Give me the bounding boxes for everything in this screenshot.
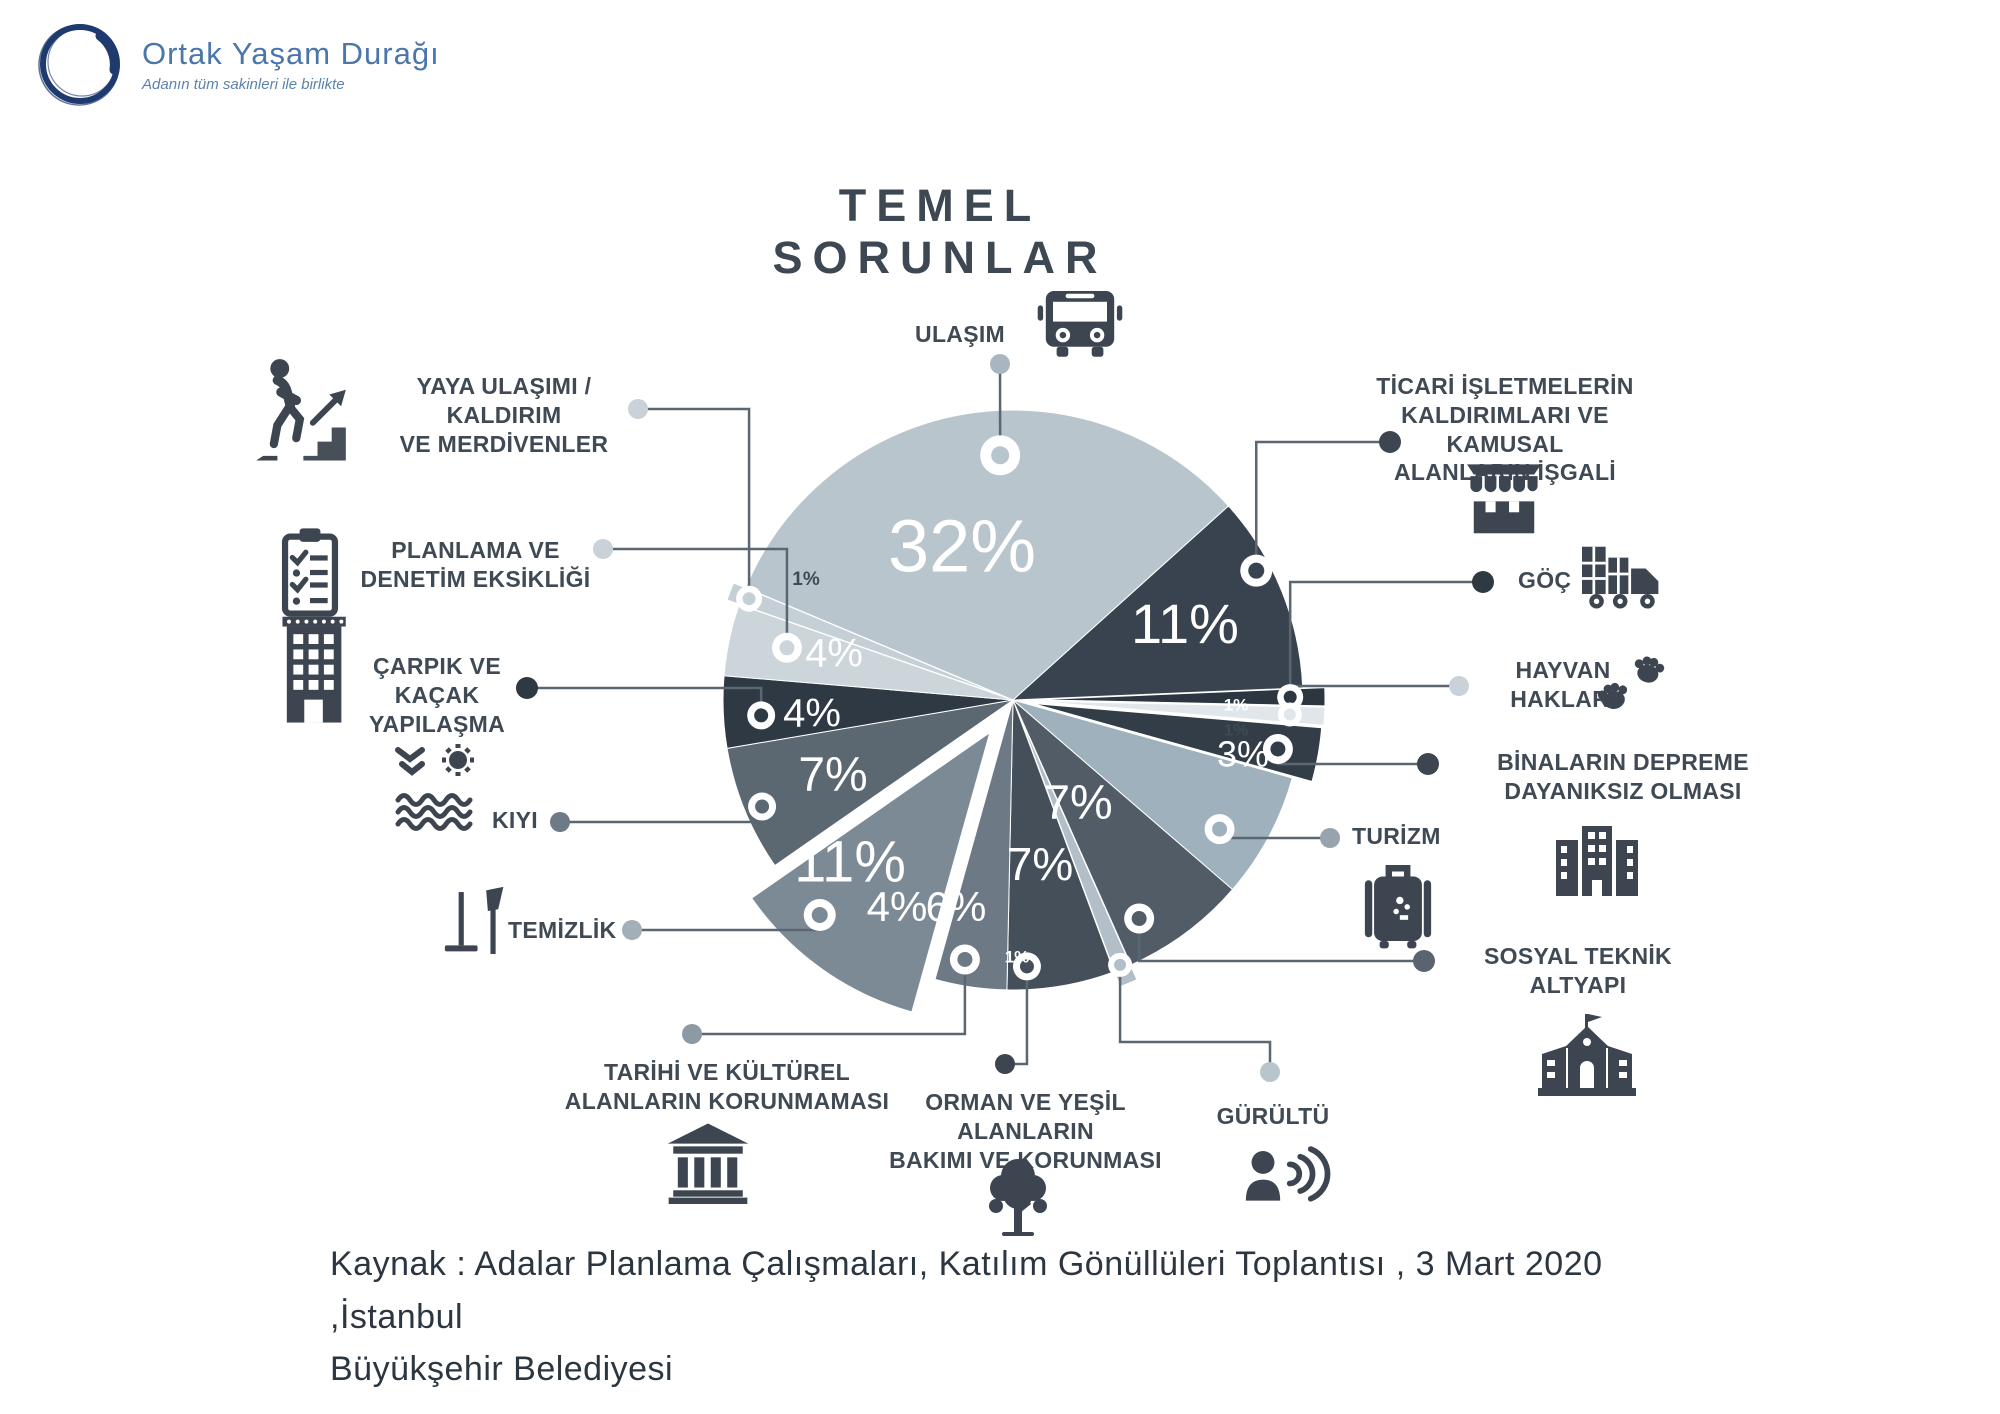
pie-slice-temizlik (750, 731, 991, 1013)
buildings-icon (1548, 814, 1648, 902)
slice-value-hayvan: 1% (1224, 720, 1249, 739)
label-sosyal: SOSYAL TEKNİK ALTYAPI (1484, 943, 1672, 998)
label-hayvan: HAYVAN HAKLARI (1510, 657, 1616, 712)
label-dot-bina (1417, 753, 1439, 775)
label-kiyi: KIYI (492, 807, 538, 833)
label-dot-turizm (1320, 828, 1340, 848)
slice-value-yaya: 1% (792, 569, 820, 590)
label-dot-ulasim (990, 354, 1010, 374)
label-dot-carpik (516, 677, 538, 699)
source-line-2: Büyükşehir Belediyesi (330, 1350, 674, 1389)
clipboard-checklist-icon (258, 520, 362, 624)
pie-slice-bina (1032, 703, 1323, 783)
source-text: Kaynak : Adalar Planlama Çalışmaları, Ka… (330, 1238, 1670, 1396)
label-temizlik: TEMİZLİK (508, 917, 617, 943)
pie-slice-kiyi (726, 699, 1014, 867)
coast-icon (388, 738, 488, 838)
slice-value-gurultu: 1% (1005, 947, 1030, 966)
storefront-icon (1462, 456, 1546, 540)
label-dot-hayvan (1449, 676, 1469, 696)
label-dot-kiyi (550, 812, 570, 832)
connector-gurultu (1118, 964, 1272, 1072)
connector-tarihi (692, 959, 967, 1036)
connector-goc (1288, 580, 1483, 698)
label-goc: GÖÇ (1518, 567, 1572, 593)
slice-value-turizm: 7% (1043, 777, 1112, 830)
connector-ticari (1255, 440, 1390, 571)
label-ulasim: ULAŞIM (915, 321, 1005, 347)
label-dot-orman (995, 1054, 1015, 1074)
slice-value-temizlik: 11% (794, 829, 906, 894)
logo-title: Ortak Yaşam Durağı (142, 36, 440, 71)
label-turizm: TURİZM (1352, 823, 1441, 849)
museum-icon (662, 1118, 754, 1204)
label-ticari: TİCARİ İŞLETMELERİN KALDIRIMLARI VE KAMU… (1376, 373, 1634, 486)
label-tarihi: TARİHİ VE KÜLTÜREL ALANLARIN KORUNMAMASI (564, 1059, 890, 1114)
logo-ring-icon (30, 14, 130, 114)
slice-value-goc: 1% (1224, 695, 1249, 714)
slice-value-tarihi: 4% (867, 883, 928, 930)
slice-value-ticari: 11% (1131, 592, 1239, 655)
paw-prints-icon (1588, 642, 1676, 730)
label-dot-temizlik (622, 920, 642, 940)
label-yaya: YAYA ULAŞIMI / KALDIRIM VE MERDİVENLER (399, 373, 609, 457)
label-dot-sosyal (1413, 950, 1435, 972)
pie-slice-ticari (1011, 505, 1304, 701)
slice-value-planlama: 4% (805, 632, 863, 676)
tree-icon (968, 1146, 1068, 1246)
page-title: TEMEL SORUNLAR (772, 180, 1108, 283)
label-dot-goc (1472, 571, 1494, 593)
pie-slice-hayvan (1034, 700, 1326, 726)
suitcase-icon (1352, 856, 1444, 956)
slice-value-sosyal: 7% (1007, 838, 1073, 890)
label-gurultu: GÜRÜLTÜ (1216, 1103, 1330, 1129)
pedestrian-stairs-icon (242, 352, 360, 470)
noise-person-icon (1236, 1130, 1332, 1214)
pie-slice-goc (1034, 687, 1326, 707)
logo: Ortak Yaşam Durağı Adanın tüm sakinleri … (30, 14, 440, 114)
slice-value-orman: 6% (926, 883, 987, 930)
source-line-1: Kaynak : Adalar Planlama Çalışmaları, Ka… (330, 1245, 1603, 1336)
logo-text: Ortak Yaşam Durağı Adanın tüm sakinleri … (142, 36, 440, 93)
broom-icon (438, 880, 524, 966)
building-icon (258, 608, 368, 728)
logo-subtitle: Adanın tüm sakinleri ile birlikte (142, 76, 345, 93)
connector-planlama (603, 547, 789, 648)
slice-value-ulasim: 32% (888, 505, 1036, 588)
label-dot-yaya (628, 399, 648, 419)
pie-slice-ulasim (745, 409, 1230, 701)
pie-slice-yaya (726, 582, 1002, 696)
slice-value-kiyi: 7% (798, 749, 867, 802)
connector-kiyi (560, 806, 764, 824)
label-dot-gurultu (1260, 1062, 1280, 1082)
moving-truck-icon (1576, 534, 1668, 614)
label-bina: BİNALARIN DEPREME DAYANIKSIZ OLMASI (1497, 749, 1749, 804)
label-dot-planlama (593, 539, 613, 559)
school-icon (1532, 1002, 1642, 1102)
bus-icon (1035, 282, 1125, 372)
label-planlama: PLANLAMA VE DENETİM EKSİKLİĞİ (360, 537, 591, 592)
slice-value-carpik: 4% (783, 692, 841, 736)
label-dot-tarihi (682, 1024, 702, 1044)
pie-slice-sosyal (1012, 699, 1234, 966)
label-dot-ticari (1379, 431, 1401, 453)
slice-value-bina: 3% (1217, 734, 1269, 775)
label-carpik: ÇARPIK VE KAÇAK YAPILAŞMA (368, 653, 506, 737)
connector-yaya (638, 407, 751, 599)
pie-slice-tarihi (934, 699, 1014, 991)
